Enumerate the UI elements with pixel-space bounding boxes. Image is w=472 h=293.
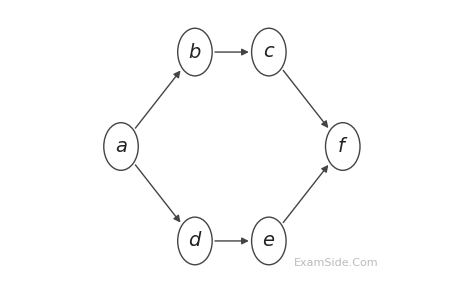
Ellipse shape — [252, 217, 286, 265]
Text: $a$: $a$ — [115, 137, 127, 156]
Text: $e$: $e$ — [262, 232, 276, 250]
Ellipse shape — [104, 123, 138, 170]
Text: $f$: $f$ — [337, 137, 348, 156]
Ellipse shape — [326, 123, 360, 170]
Text: $c$: $c$ — [262, 43, 275, 61]
Ellipse shape — [177, 28, 212, 76]
Text: $b$: $b$ — [188, 42, 202, 62]
Text: $d$: $d$ — [188, 231, 202, 251]
Text: ExamSide.Com: ExamSide.Com — [294, 258, 378, 268]
Ellipse shape — [252, 28, 286, 76]
Ellipse shape — [177, 217, 212, 265]
